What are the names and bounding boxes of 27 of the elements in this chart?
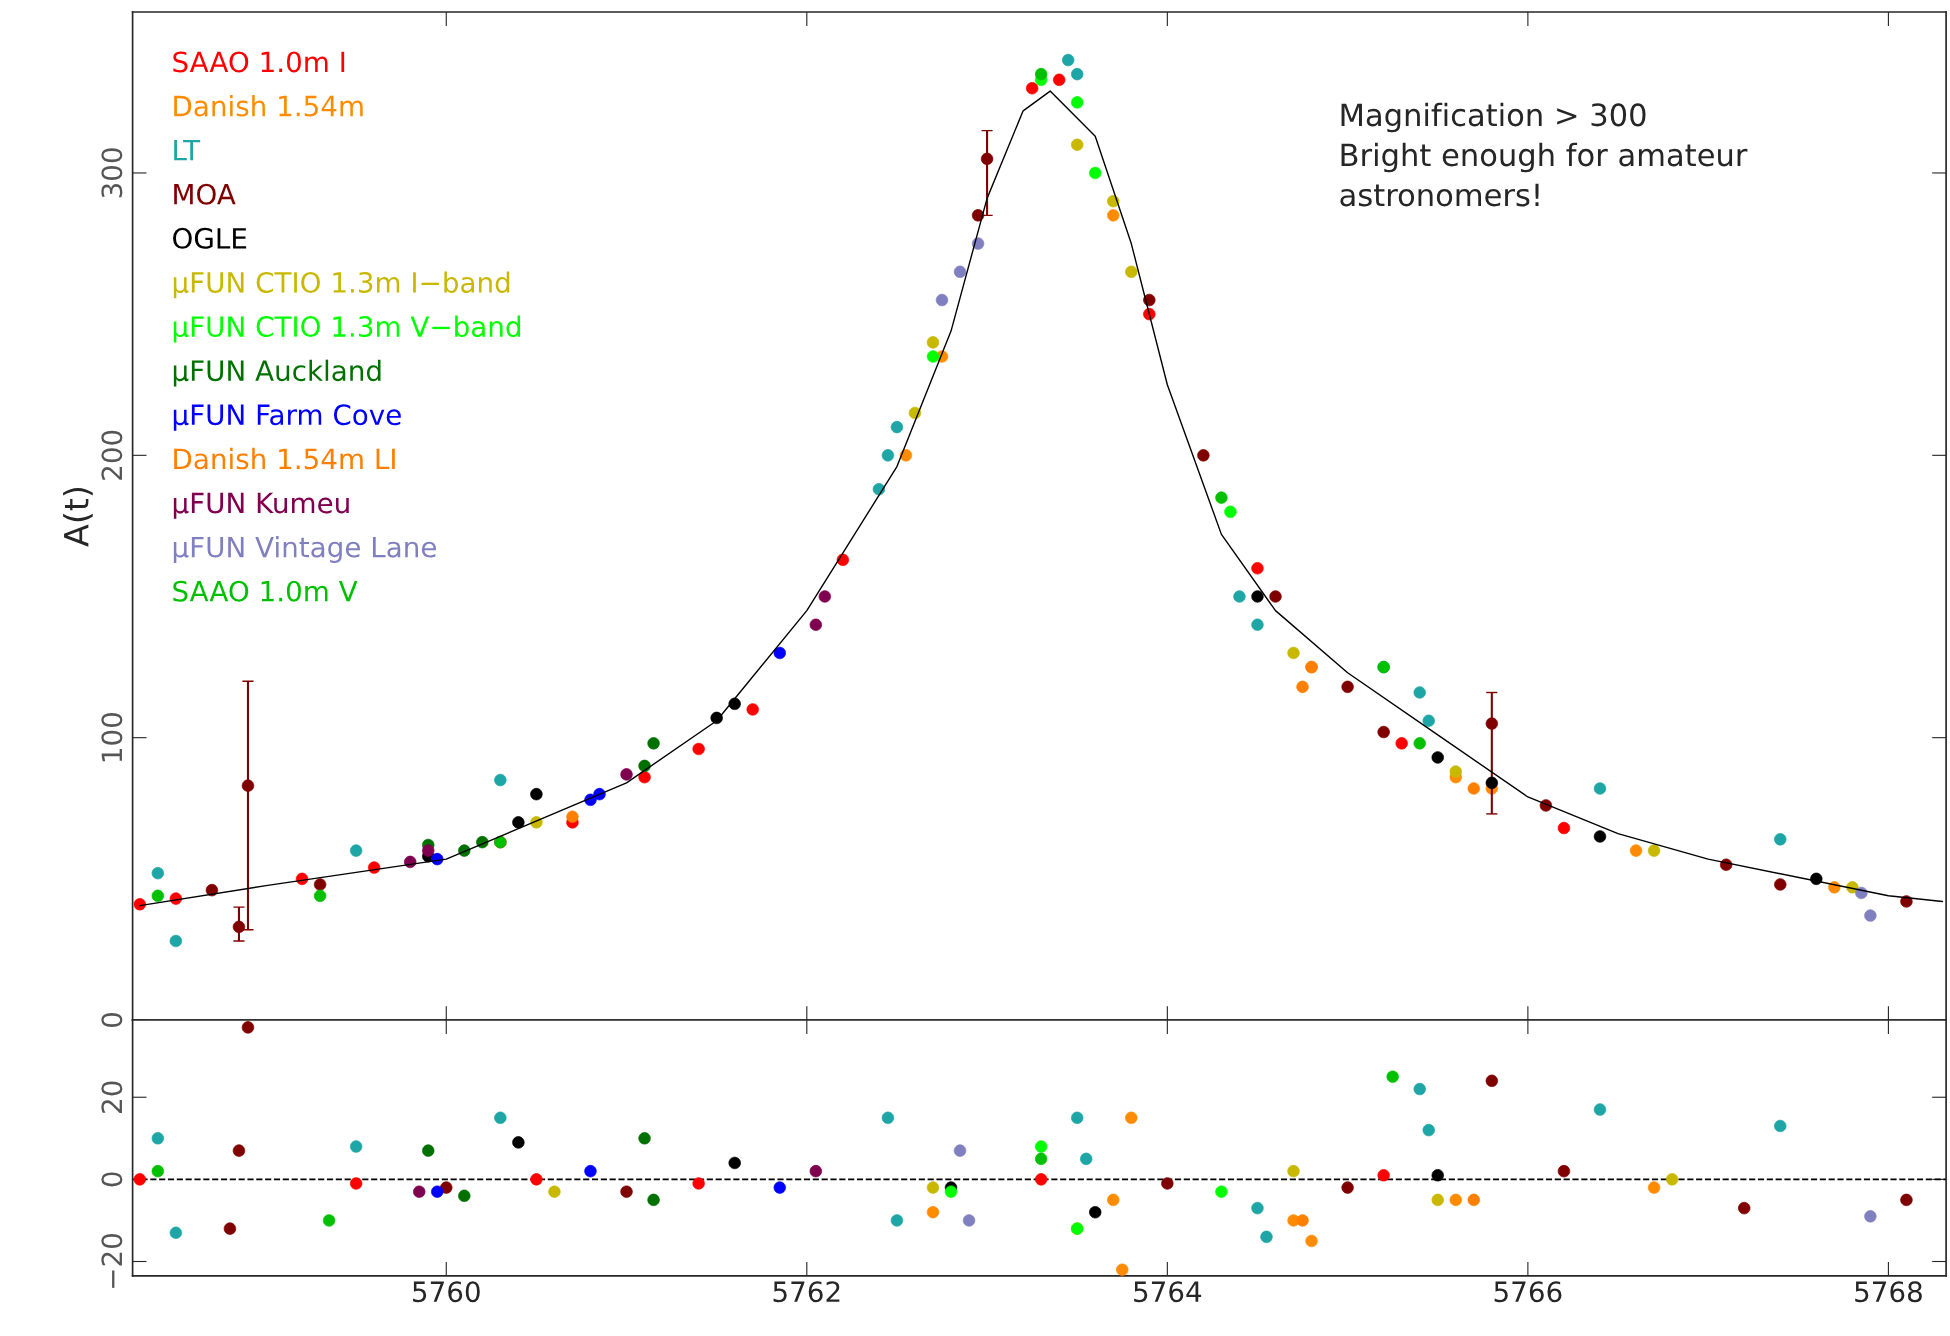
text: μFUN CTIO 1.3m I−band — [173, 271, 510, 299]
x-tick-label: 5764 — [1134, 1281, 1202, 1303]
text: Danish 1.54m LI — [174, 447, 395, 470]
text: OGLE — [173, 227, 247, 249]
y-tick-label: 200 — [101, 430, 123, 480]
text: μFUN Farm Cove — [173, 404, 401, 431]
text: LT — [174, 139, 201, 161]
y-axis-title: A(t) — [63, 487, 93, 547]
x-tick-label: 5760 — [413, 1281, 480, 1303]
text: Danish 1.54m — [174, 95, 363, 117]
y-tick-label: −20 — [101, 1234, 123, 1288]
text: SAAO 1.0m V — [173, 580, 358, 602]
text: μFUN Auckland — [173, 359, 381, 387]
annotation: Magnification > 300 Bright enough for amateur astronomers! — [1340, 102, 1748, 207]
text: μFUN Kumeu — [173, 492, 349, 519]
x-tick-label: 5762 — [773, 1281, 840, 1303]
text: μFUN CTIO 1.3m V−band — [173, 315, 521, 343]
y-tick-label: 0 — [101, 1013, 123, 1028]
x-tick-label: 5768 — [1855, 1281, 1922, 1303]
y-tick-label: 100 — [101, 713, 123, 762]
y-tick-label: 0 — [101, 1172, 123, 1187]
x-tick-label: 5766 — [1494, 1281, 1562, 1303]
text: μFUN Vintage Lane — [173, 536, 436, 563]
y-tick-label: 300 — [101, 148, 123, 198]
y-tick-label: 20 — [101, 1081, 123, 1113]
text: MOA — [174, 183, 236, 205]
text: SAAO 1.0m I — [173, 51, 345, 73]
